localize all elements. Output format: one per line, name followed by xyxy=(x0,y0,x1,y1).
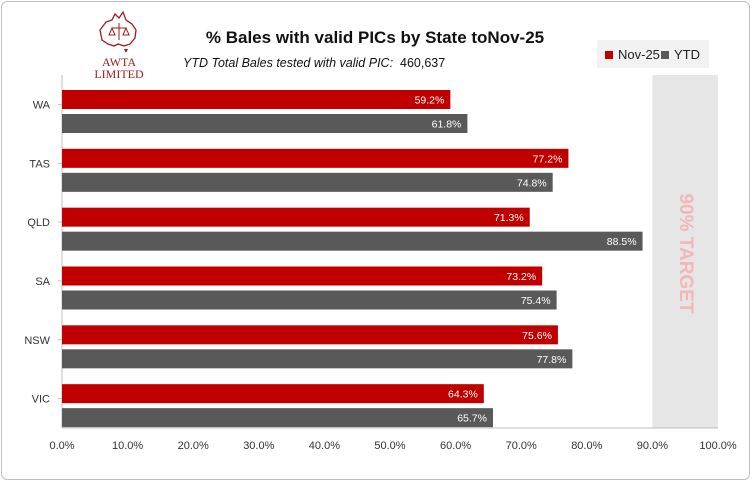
x-tick-label: 80.0% xyxy=(571,440,602,452)
category-label: SA xyxy=(35,276,50,288)
data-label: 61.8% xyxy=(432,119,462,131)
x-tick-label: 10.0% xyxy=(112,440,143,452)
data-label: 59.2% xyxy=(415,95,445,107)
chart-subtitle: YTD Total Bales tested with valid PIC: 4… xyxy=(183,56,445,70)
x-tick-label: 0.0% xyxy=(49,440,74,452)
legend-item-ytd: YTD xyxy=(661,47,700,62)
bar-ytd-wa xyxy=(62,114,468,133)
x-tick-label: 20.0% xyxy=(178,440,209,452)
logo-line-1: AWTA xyxy=(101,55,137,69)
bar-nov25-wa xyxy=(62,90,451,109)
data-label: 73.2% xyxy=(506,271,536,283)
legend-item-nov25: Nov-25 xyxy=(605,47,660,62)
data-label: 77.2% xyxy=(533,153,563,165)
bar-ytd-qld xyxy=(62,231,643,251)
bar-ytd-tas xyxy=(62,172,553,192)
data-label: 88.5% xyxy=(607,236,637,248)
data-label: 65.7% xyxy=(457,413,487,425)
bar-nov25-vic xyxy=(62,384,484,404)
x-tick-label: 100.0% xyxy=(699,440,737,452)
logo-line-2: LIMITED xyxy=(94,67,144,81)
legend-swatch-ytd xyxy=(661,50,669,59)
bar-nov25-tas xyxy=(62,148,569,168)
x-tick-label: 90.0% xyxy=(637,440,668,452)
x-tick-label: 50.0% xyxy=(374,440,405,452)
legend-label-ytd: YTD xyxy=(674,47,700,62)
bar-nov25-sa xyxy=(62,266,543,286)
bar-ytd-vic xyxy=(62,408,493,428)
legend-label-nov25: Nov-25 xyxy=(618,47,660,62)
chart-title: % Bales with valid PICs by State toNov-2… xyxy=(205,28,545,47)
legend: Nov-25 YTD xyxy=(597,40,709,68)
category-label: WA xyxy=(33,99,51,111)
logo-text: AWTA LIMITED xyxy=(84,56,154,80)
bar-ytd-sa xyxy=(62,290,557,310)
x-tick-label: 60.0% xyxy=(440,440,471,452)
bar-nov25-nsw xyxy=(62,325,558,345)
subtitle-label: YTD Total Bales tested with valid PIC: xyxy=(183,56,394,70)
category-label: NSW xyxy=(24,335,50,347)
target-band xyxy=(652,75,718,428)
data-label: 75.6% xyxy=(522,330,552,342)
x-tick-label: 30.0% xyxy=(243,440,274,452)
subtitle-value: 460,637 xyxy=(400,56,446,70)
data-label: 77.8% xyxy=(537,354,567,366)
legend-swatch-nov25 xyxy=(605,50,613,59)
category-label: VIC xyxy=(32,394,50,406)
bar-ytd-nsw xyxy=(62,349,573,369)
data-label: 71.3% xyxy=(494,212,524,224)
x-tick-label: 70.0% xyxy=(506,440,537,452)
data-label: 74.8% xyxy=(517,177,547,189)
data-label: 75.4% xyxy=(521,295,551,307)
category-label: TAS xyxy=(29,158,50,170)
data-label: 64.3% xyxy=(448,389,478,401)
x-tick-label: 40.0% xyxy=(309,440,340,452)
australia-map-logo-icon xyxy=(99,10,137,53)
bar-nov25-qld xyxy=(62,207,530,227)
category-label: QLD xyxy=(27,217,50,229)
target-label: 90% TARGET xyxy=(675,193,696,313)
